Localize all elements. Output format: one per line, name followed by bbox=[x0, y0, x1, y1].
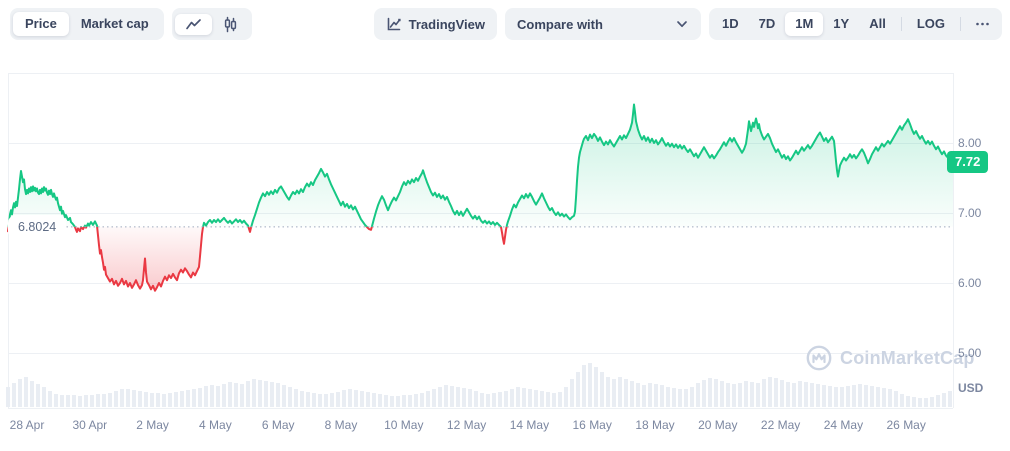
x-axis-label-4-may: 4 May bbox=[199, 418, 232, 432]
compare-with-dropdown[interactable]: Compare with bbox=[504, 8, 701, 40]
baseline-price-label: 6.8024 bbox=[8, 215, 67, 239]
range-tab-1d[interactable]: 1D bbox=[712, 12, 749, 36]
log-label: LOG bbox=[916, 16, 945, 31]
log-scale-button[interactable]: LOG bbox=[907, 12, 955, 36]
range-tab-1y[interactable]: 1Y bbox=[823, 12, 859, 36]
x-axis-label-20-may: 20 May bbox=[698, 418, 738, 432]
chevron-down-icon bbox=[675, 17, 689, 31]
x-axis-label-2-may: 2 May bbox=[136, 418, 169, 432]
range-tab-all[interactable]: All bbox=[859, 12, 896, 36]
range-tab-label: 1Y bbox=[833, 16, 850, 31]
chart-type-candlestick[interactable] bbox=[212, 13, 249, 36]
range-tab-7d[interactable]: 7D bbox=[749, 12, 786, 36]
chart-toolbar: Price Market cap TradingView Compare with… bbox=[10, 8, 1002, 40]
price-line-down bbox=[7, 226, 508, 292]
line-chart-icon bbox=[185, 17, 202, 32]
x-axis-label-10-may: 10 May bbox=[384, 418, 424, 432]
tradingview-icon bbox=[386, 16, 402, 32]
range-tab-label: 1D bbox=[721, 16, 739, 31]
chart-type-toggle bbox=[171, 8, 252, 40]
y-axis-label-6.00: 6.00 bbox=[958, 276, 982, 290]
currency-label: USD bbox=[958, 381, 984, 395]
metric-tab-label: Price bbox=[25, 16, 57, 31]
x-axis-label-18-may: 18 May bbox=[635, 418, 675, 432]
metric-tab-market-cap[interactable]: Market cap bbox=[69, 12, 161, 36]
x-axis-label-26-may: 26 May bbox=[886, 418, 926, 432]
current-price-badge: 7.72 bbox=[947, 151, 989, 173]
toolbar-left-group: Price Market cap bbox=[10, 8, 252, 40]
price-line-up bbox=[7, 103, 954, 227]
x-axis-label-8-may: 8 May bbox=[324, 418, 358, 432]
chart-type-line-chart[interactable] bbox=[174, 13, 212, 35]
x-axis-label-6-may: 6 May bbox=[261, 418, 295, 432]
x-axis-label-14-may: 14 May bbox=[509, 418, 550, 432]
toolbar-right-group: TradingView Compare with 1D 7D 1M 1Y All LOG bbox=[373, 8, 1002, 40]
range-tab-1m[interactable]: 1M bbox=[785, 12, 824, 36]
tradingview-label: TradingView bbox=[408, 16, 485, 32]
metric-toggle: Price Market cap bbox=[10, 8, 164, 40]
volume-bars bbox=[6, 363, 952, 407]
candlestick-icon bbox=[222, 16, 239, 33]
metric-tab-label: Market cap bbox=[80, 16, 149, 31]
more-options-button[interactable] bbox=[966, 14, 999, 34]
y-axis-label-7.00: 7.00 bbox=[958, 206, 982, 220]
divider bbox=[900, 17, 902, 31]
x-axis-label-30-apr: 30 Apr bbox=[72, 418, 108, 432]
range-toggle: 1D 7D 1M 1Y All LOG bbox=[708, 8, 1002, 40]
gridlines bbox=[8, 73, 954, 409]
x-axis-label-16-may: 16 May bbox=[572, 418, 612, 432]
compare-with-label: Compare with bbox=[516, 16, 603, 32]
metric-tab-price[interactable]: Price bbox=[13, 12, 69, 36]
x-axis-label-24-may: 24 May bbox=[823, 418, 864, 432]
x-axis-label-22-may: 22 May bbox=[760, 418, 801, 432]
divider bbox=[960, 17, 961, 31]
range-tab-label: 7D bbox=[758, 16, 776, 31]
y-axis-label-8.00: 8.00 bbox=[958, 136, 982, 150]
tradingview-button[interactable]: TradingView bbox=[373, 8, 497, 40]
range-tab-label: 1M bbox=[795, 16, 814, 31]
range-tab-label: All bbox=[869, 16, 886, 31]
x-axis-label-28-apr: 28 Apr bbox=[9, 418, 45, 432]
y-axis-label-5.00: 5.00 bbox=[958, 346, 982, 360]
x-axis-label-12-may: 12 May bbox=[446, 418, 487, 432]
more-options-icon bbox=[975, 17, 990, 31]
